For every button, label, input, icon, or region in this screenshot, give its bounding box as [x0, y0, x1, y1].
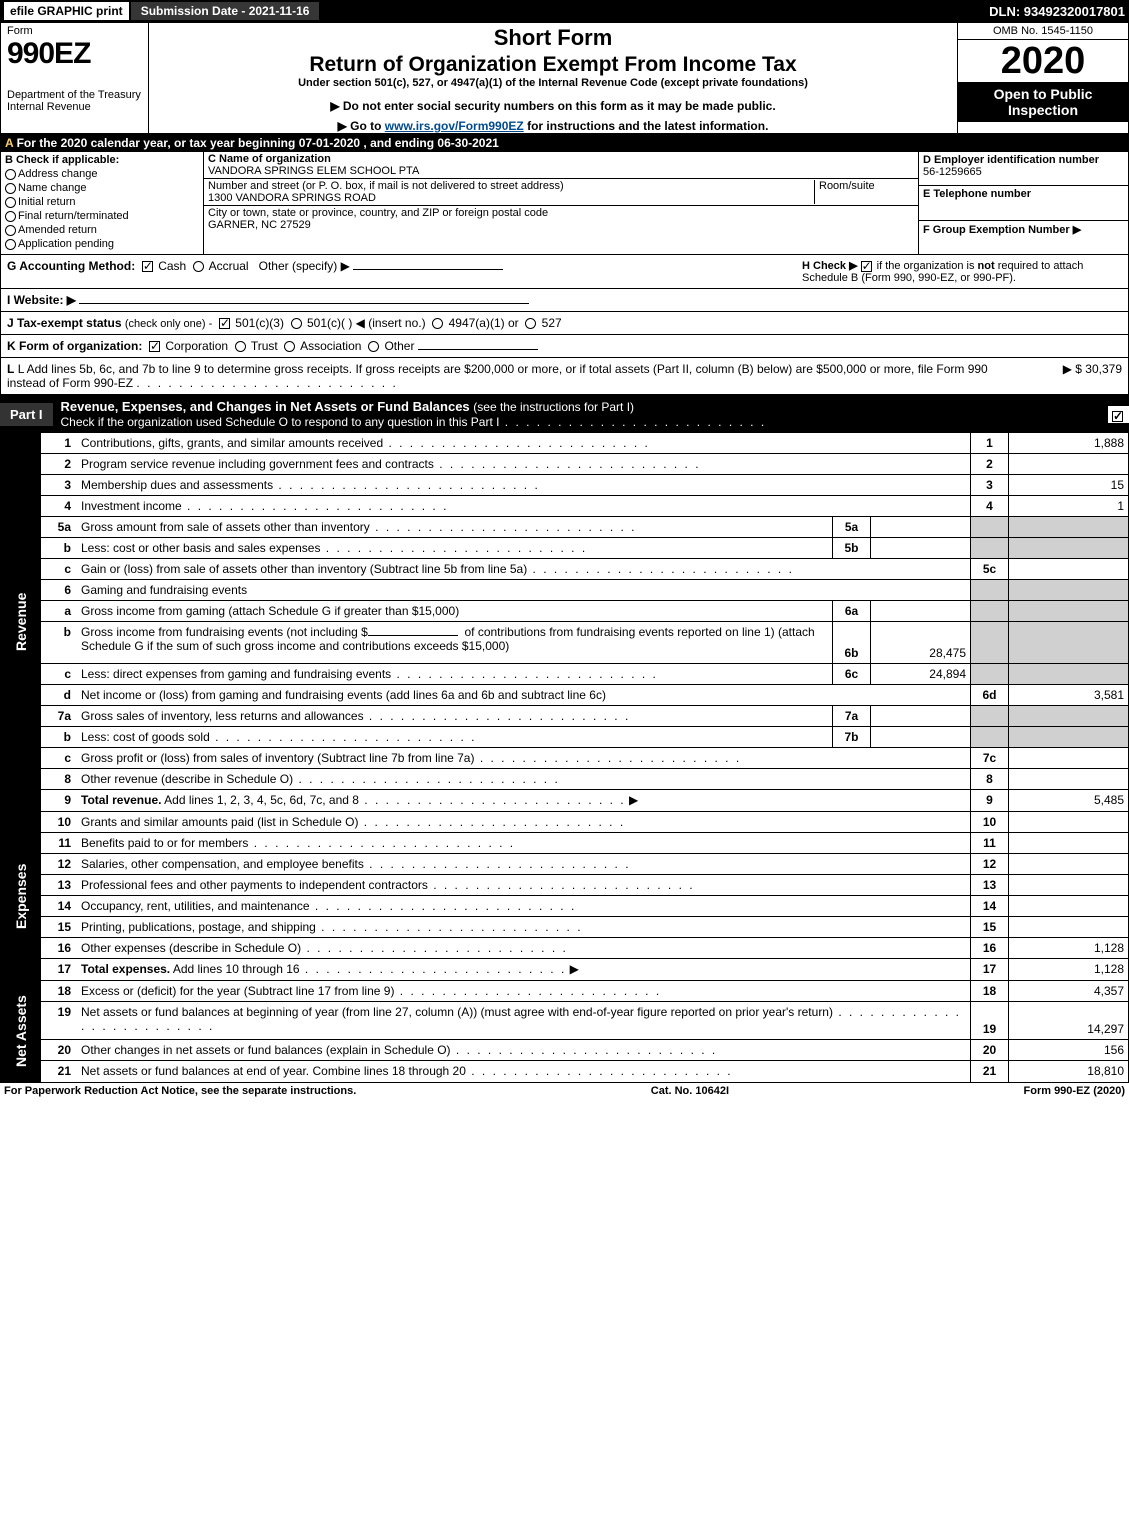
line6b-value: 28,475: [870, 622, 970, 663]
id-phone-col: D Employer identification number 56-1259…: [918, 152, 1128, 254]
group-exemption-block: F Group Exemption Number ▶: [919, 221, 1128, 254]
line4-value: 1: [1008, 496, 1128, 516]
form-title: Return of Organization Exempt From Incom…: [153, 53, 953, 77]
chk-corp[interactable]: [149, 341, 160, 352]
part1-header: Part I Revenue, Expenses, and Changes in…: [0, 395, 1129, 433]
line18-value: 4,357: [1008, 981, 1128, 1001]
irs-link[interactable]: www.irs.gov/Form990EZ: [385, 119, 524, 133]
org-name-row: C Name of organization VANDORA SPRINGS E…: [204, 152, 918, 179]
expenses-label: Expenses: [1, 812, 41, 980]
title-cell: Short Form Return of Organization Exempt…: [149, 23, 958, 133]
line6d-value: 3,581: [1008, 685, 1128, 705]
chk-501c[interactable]: [291, 318, 302, 329]
catalog-number: Cat. No. 10642I: [651, 1085, 729, 1097]
accounting-method-row: G Accounting Method: Cash Accrual Other …: [0, 255, 1129, 289]
ein-value: 56-1259665: [923, 166, 982, 178]
omb-number: OMB No. 1545-1150: [958, 23, 1128, 40]
line1-value: 1,888: [1008, 433, 1128, 453]
top-status-bar: efile GRAPHIC print Submission Date - 20…: [0, 0, 1129, 22]
line3-value: 15: [1008, 475, 1128, 495]
form-ref: Form 990-EZ (2020): [1024, 1085, 1126, 1097]
paperwork-notice: For Paperwork Reduction Act Notice, see …: [4, 1085, 356, 1097]
net-assets-section: Net Assets 18Excess or (deficit) for the…: [0, 981, 1129, 1083]
chk-accrual[interactable]: [193, 261, 204, 272]
chk-sched-b[interactable]: [861, 261, 872, 272]
line19-value: 14,297: [1008, 1002, 1128, 1039]
org-info: C Name of organization VANDORA SPRINGS E…: [204, 152, 918, 254]
chk-address-change[interactable]: Address change: [5, 168, 199, 180]
line9-value: 5,485: [1008, 790, 1128, 811]
dept-treasury: Department of the Treasury: [7, 89, 142, 101]
chk-initial-return[interactable]: Initial return: [5, 196, 199, 208]
form-subtitle: Under section 501(c), 527, or 4947(a)(1)…: [153, 77, 953, 89]
chk-assoc[interactable]: [284, 341, 295, 352]
short-form-title: Short Form: [153, 25, 953, 51]
chk-application-pending[interactable]: Application pending: [5, 238, 199, 250]
submission-date: Submission Date - 2021-11-16: [131, 2, 320, 20]
check-applicable: B Check if applicable: Address change Na…: [1, 152, 204, 254]
tax-year: 2020: [958, 40, 1128, 82]
section-b-header: B Check if applicable:: [5, 154, 199, 166]
chk-final-return[interactable]: Final return/terminated: [5, 210, 199, 222]
chk-501c3[interactable]: [219, 318, 230, 329]
page-footer: For Paperwork Reduction Act Notice, see …: [0, 1083, 1129, 1099]
chk-cash[interactable]: [142, 261, 153, 272]
tax-exempt-status-row: J Tax-exempt status (check only one) - 5…: [0, 312, 1129, 335]
line20-value: 156: [1008, 1040, 1128, 1060]
chk-amended-return[interactable]: Amended return: [5, 224, 199, 236]
chk-4947[interactable]: [432, 318, 443, 329]
dln-number: DLN: 93492320017801: [989, 4, 1125, 19]
form-header: Form 990EZ Department of the Treasury In…: [0, 22, 1129, 134]
org-name: VANDORA SPRINGS ELEM SCHOOL PTA: [208, 165, 419, 177]
chk-other-org[interactable]: [368, 341, 379, 352]
line16-value: 1,128: [1008, 938, 1128, 958]
room-suite: Room/suite: [814, 180, 914, 204]
info-grid: B Check if applicable: Address change Na…: [0, 152, 1129, 255]
chk-527[interactable]: [525, 318, 536, 329]
ein-block: D Employer identification number 56-1259…: [919, 152, 1128, 186]
schedule-b-check: H Check ▶ if the organization is not req…: [802, 259, 1122, 284]
efile-label: efile GRAPHIC print: [4, 2, 129, 20]
net-assets-label: Net Assets: [1, 981, 41, 1082]
street-address: 1300 VANDORA SPRINGS ROAD: [208, 192, 376, 204]
line-l-row: L L Add lines 5b, 6c, and 7b to line 9 t…: [0, 358, 1129, 395]
instructions-line: ▶ Go to www.irs.gov/Form990EZ for instru…: [153, 119, 953, 133]
form-org-row: K Form of organization: Corporation Trus…: [0, 335, 1129, 358]
header-right: OMB No. 1545-1150 2020 Open to Public In…: [958, 23, 1128, 133]
address-row: Number and street (or P. O. box, if mail…: [204, 179, 918, 206]
form-id-cell: Form 990EZ Department of the Treasury In…: [1, 23, 149, 133]
chk-sched-o[interactable]: [1112, 411, 1123, 422]
telephone-block: E Telephone number: [919, 186, 1128, 220]
revenue-section: Revenue 1Contributions, gifts, grants, a…: [0, 433, 1129, 812]
chk-name-change[interactable]: Name change: [5, 182, 199, 194]
line21-value: 18,810: [1008, 1061, 1128, 1082]
form-number: 990EZ: [7, 37, 142, 71]
line17-value: 1,128: [1008, 959, 1128, 980]
expenses-section: Expenses 10Grants and similar amounts pa…: [0, 812, 1129, 981]
chk-trust[interactable]: [235, 341, 246, 352]
form-label: Form: [7, 25, 142, 37]
city-state-zip: GARNER, NC 27529: [208, 219, 311, 231]
part1-tag: Part I: [0, 403, 53, 426]
line6c-value: 24,894: [870, 664, 970, 684]
gross-receipts: 30,379: [1085, 362, 1122, 376]
tax-year-bar: A For the 2020 calendar year, or tax yea…: [0, 134, 1129, 152]
website-row: I Website: ▶: [0, 289, 1129, 312]
ssn-warning: ▶ Do not enter social security numbers o…: [153, 99, 953, 113]
revenue-label: Revenue: [1, 433, 41, 811]
city-row: City or town, state or province, country…: [204, 206, 918, 232]
open-inspection: Open to Public Inspection: [958, 82, 1128, 122]
dept-irs: Internal Revenue: [7, 101, 142, 113]
